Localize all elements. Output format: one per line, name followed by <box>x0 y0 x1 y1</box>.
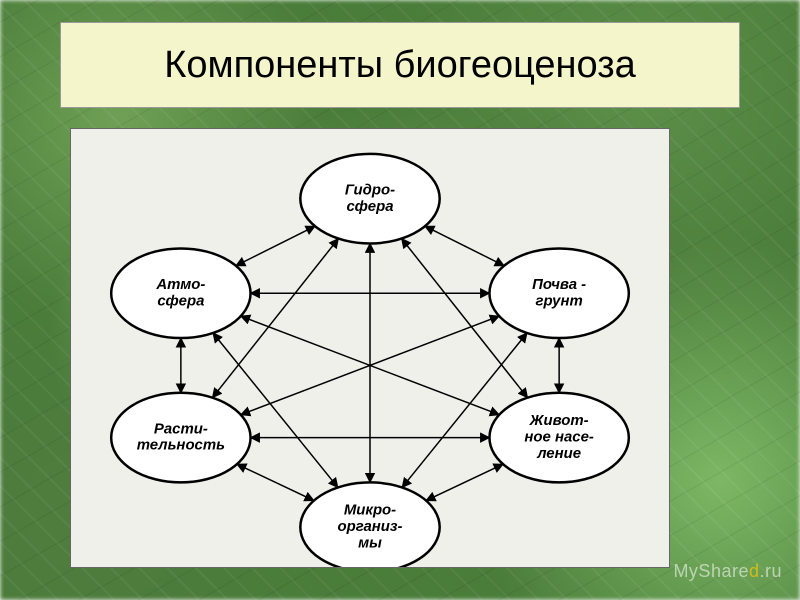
node-label: организ- <box>337 518 402 535</box>
node-soil: Почва -грунт <box>489 248 628 338</box>
node-label: Живот- <box>529 412 589 429</box>
node-label: Микро- <box>344 502 396 519</box>
watermark: MyShared.ru <box>673 561 782 582</box>
node-label: тельность <box>137 437 225 454</box>
diagram-panel: Гидро-сфераАтмо-сфераПочва -грунтРасти-т… <box>70 128 670 568</box>
edge <box>426 464 503 500</box>
watermark-suffix: .ru <box>759 561 782 581</box>
node-label: Расти- <box>154 420 208 437</box>
network-diagram: Гидро-сфераАтмо-сфераПочва -грунтРасти-т… <box>71 129 669 567</box>
node-label: ление <box>536 445 581 462</box>
watermark-accent: d <box>749 561 760 581</box>
node-fauna: Живот-ное насе-ление <box>489 393 628 483</box>
edge <box>425 226 504 266</box>
node-plant: Расти-тельность <box>111 393 250 483</box>
node-label: Гидро- <box>345 181 395 198</box>
node-label: грунт <box>535 292 582 309</box>
node-label: сфера <box>157 292 204 309</box>
node-micro: Микро-организ-мы <box>300 482 439 567</box>
edge <box>237 464 314 500</box>
edge <box>236 226 315 266</box>
node-hydro: Гидро-сфера <box>300 154 439 244</box>
node-label: мы <box>358 535 382 552</box>
node-label: Атмо- <box>155 276 205 293</box>
node-label: сфера <box>346 198 393 215</box>
node-label: ное насе- <box>524 429 593 446</box>
title-box: Компоненты биогеоценоза <box>60 22 740 108</box>
page-title: Компоненты биогеоценоза <box>164 44 636 87</box>
watermark-prefix: MyShare <box>673 561 749 581</box>
node-atmo: Атмо-сфера <box>111 248 250 338</box>
node-label: Почва - <box>532 276 586 293</box>
